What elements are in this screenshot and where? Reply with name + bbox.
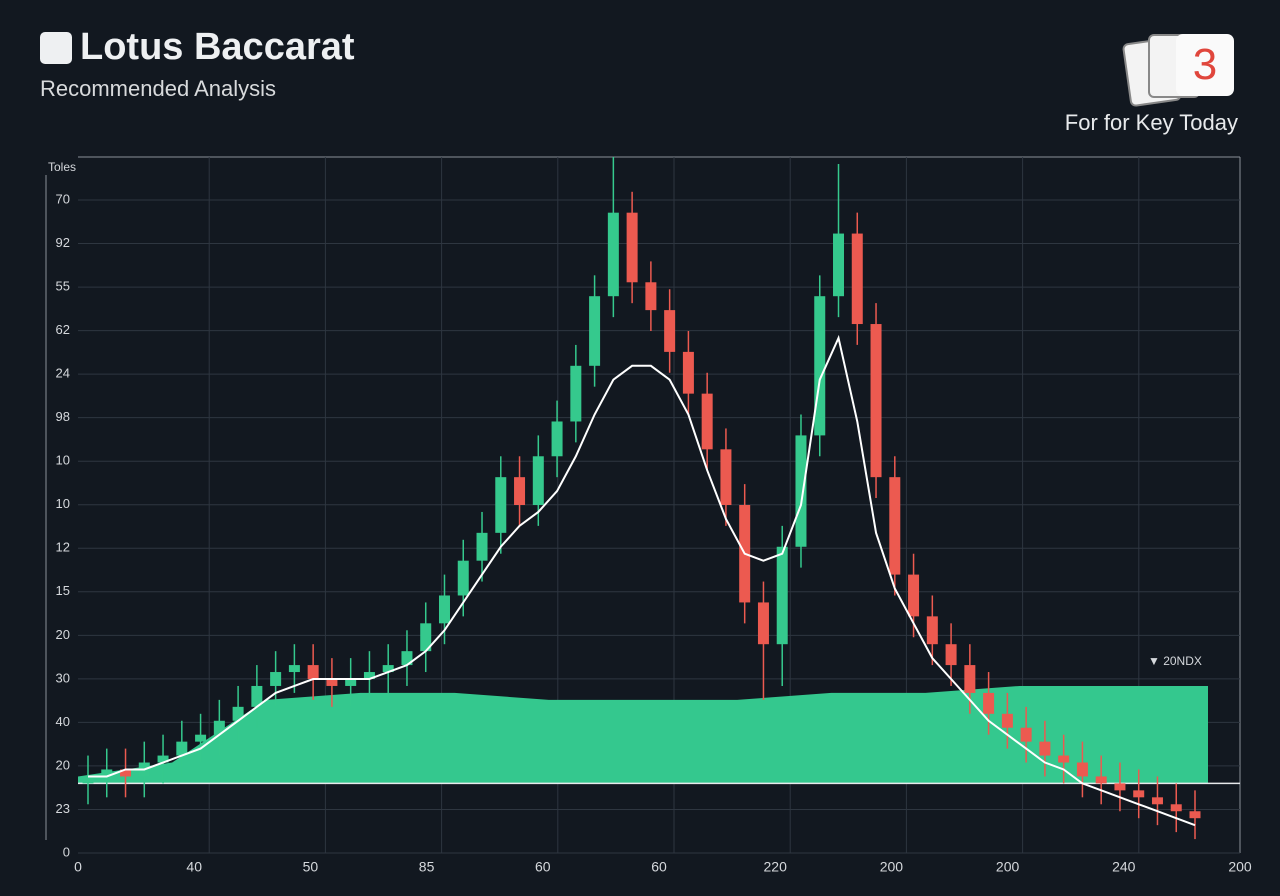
- candle-body: [870, 324, 882, 478]
- candle-body: [288, 665, 300, 673]
- y-tick-label: 98: [56, 409, 70, 424]
- x-tick-label: 220: [764, 859, 788, 875]
- candle-body: [664, 310, 676, 352]
- candle-body: [607, 212, 619, 297]
- candle-body: [589, 296, 601, 366]
- y-tick-label: 55: [56, 279, 70, 294]
- candle-body: [720, 449, 732, 505]
- subtitle: Recommended Analysis: [40, 76, 277, 101]
- candle-body: [120, 769, 132, 777]
- candle-body: [495, 477, 507, 533]
- candle-body: [176, 741, 188, 756]
- x-tick-label: 60: [535, 859, 551, 875]
- candle-body: [232, 706, 244, 721]
- y-tick-label: 92: [56, 235, 70, 250]
- candle-body: [945, 644, 957, 666]
- candle-body: [213, 720, 225, 735]
- candle-body: [964, 665, 976, 693]
- candle-body: [363, 672, 375, 679]
- x-tick-label: 200: [1228, 859, 1252, 875]
- candle-body: [326, 679, 338, 686]
- candle-body: [1020, 727, 1032, 742]
- candle-body: [457, 560, 469, 596]
- logo: [40, 32, 72, 64]
- candle-body: [889, 477, 901, 575]
- candle-body: [345, 679, 357, 686]
- y-tick-label: 23: [56, 801, 70, 816]
- candle-body: [776, 546, 788, 645]
- candle-body: [1133, 790, 1145, 798]
- candle-body: [645, 282, 657, 311]
- x-tick-label: 200: [880, 859, 904, 875]
- x-tick-label: 200: [996, 859, 1020, 875]
- badge: 3: [1176, 34, 1234, 96]
- candle-body: [1114, 783, 1126, 791]
- candle-body: [795, 435, 807, 547]
- y-tick-label: 20: [56, 627, 70, 642]
- candle-body: [570, 365, 582, 422]
- y-tick-label: 15: [56, 583, 70, 598]
- candle-body: [401, 651, 413, 666]
- candle-body: [682, 351, 694, 394]
- x-tick-label: 50: [303, 859, 319, 875]
- y-tick-label: 20: [56, 757, 70, 772]
- y-tick-label: 30: [56, 670, 70, 685]
- candle-body: [420, 623, 432, 652]
- candle-body: [1151, 797, 1163, 805]
- x-tick-label: 0: [74, 859, 82, 875]
- candle-body: [814, 296, 826, 436]
- candle-body: [757, 602, 769, 645]
- title: Lotus Baccarat: [80, 26, 355, 68]
- y-tick-label: 40: [56, 714, 70, 729]
- candle-body: [551, 421, 563, 457]
- x-tick-label: 60: [651, 859, 667, 875]
- candle-body: [251, 685, 263, 707]
- y-tick-label: 62: [56, 322, 70, 337]
- candle-body: [983, 692, 995, 714]
- candle-body: [833, 233, 845, 297]
- candle-body: [382, 665, 394, 673]
- candle-body: [626, 212, 638, 283]
- candle-body: [270, 672, 282, 686]
- candle-body: [926, 616, 938, 645]
- candle-body: [908, 574, 920, 617]
- y-tick-label: 24: [56, 366, 70, 381]
- candle-body: [701, 393, 713, 450]
- candle-body: [851, 233, 863, 325]
- candle-body: [1076, 762, 1088, 777]
- candle-body: [1189, 811, 1201, 819]
- y-axis-title: Toles: [48, 160, 76, 174]
- candle-body: [476, 532, 488, 561]
- candle-body: [532, 456, 544, 505]
- candle-body: [307, 665, 319, 679]
- y-tick-label: 10: [56, 496, 70, 511]
- x-tick-label: 40: [186, 859, 202, 875]
- candle-body: [1001, 713, 1013, 728]
- y-tick-label: 70: [56, 191, 70, 206]
- area: [78, 685, 1208, 784]
- candle-body: [101, 769, 113, 777]
- y-tick-label: 12: [56, 540, 70, 555]
- candle-body: [157, 755, 169, 763]
- candle-body: [1170, 804, 1182, 812]
- trend-line: [88, 334, 1196, 827]
- candle-body: [82, 776, 94, 784]
- x-tick-label: 240: [1112, 859, 1136, 875]
- candle-body: [1058, 755, 1070, 763]
- candle-body: [514, 477, 526, 505]
- candle-body: [1095, 776, 1107, 784]
- x-tick-label: 85: [419, 859, 435, 875]
- y-tick-label: 0: [63, 844, 70, 859]
- badge-caption: For for Key Today: [1064, 110, 1238, 135]
- candle-body: [195, 734, 207, 742]
- candle-body: [1039, 741, 1051, 756]
- y-tick-label: 10: [56, 453, 70, 468]
- annotation: ▼ 20NDX: [1148, 654, 1202, 668]
- candle-body: [438, 595, 450, 624]
